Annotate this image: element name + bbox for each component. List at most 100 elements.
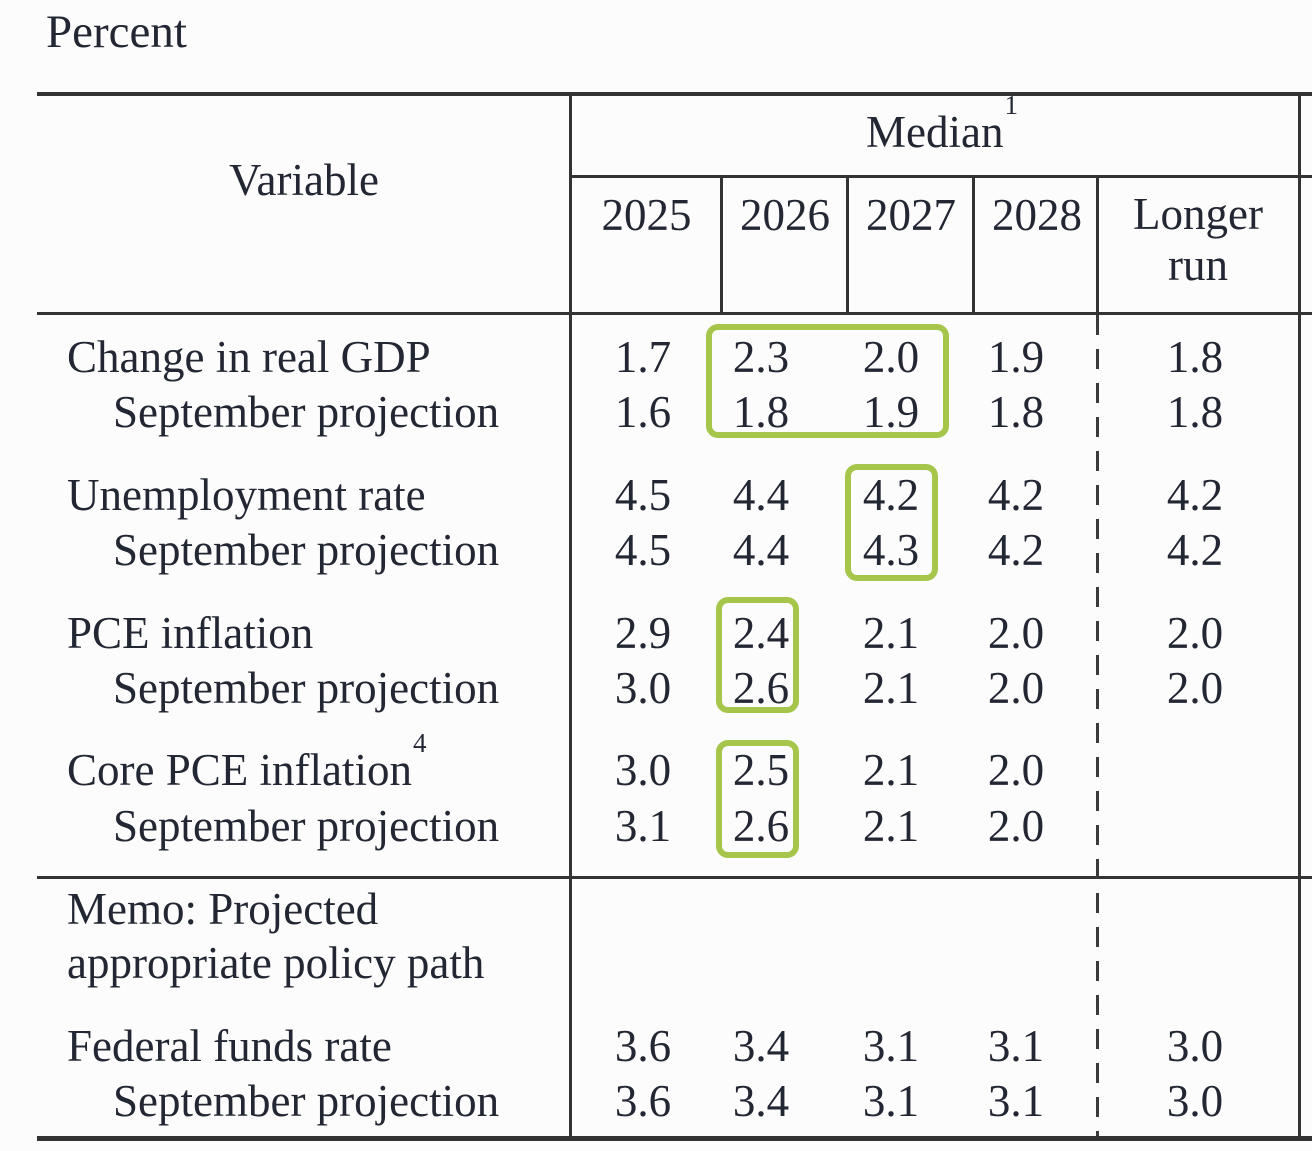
cell-value: 3.4	[732, 1076, 790, 1126]
table-right-border	[1298, 92, 1301, 1141]
cell-value: 2.1	[862, 663, 920, 713]
cell-value: 2.5	[732, 745, 790, 795]
cell-value: 4.2	[862, 470, 920, 520]
cell-value: 3.1	[862, 1076, 920, 1126]
header-bottom-rule	[37, 312, 1312, 315]
cell-value: 2.0	[1166, 663, 1224, 713]
year-header-2027: 2027	[866, 190, 956, 240]
row-label: September projection	[113, 387, 500, 437]
cell-value: 2.6	[732, 663, 790, 713]
cell-value: 2.0	[987, 801, 1045, 851]
median-header: Median1	[866, 90, 1018, 158]
cell-value: 4.2	[1166, 470, 1224, 520]
memo-section-rule	[37, 876, 1312, 879]
table-row-gdp-september: September projection 1.6 1.8 1.9 1.8 1.8	[37, 384, 1312, 440]
cell-value: 1.9	[862, 387, 920, 437]
cell-value: 3.0	[614, 745, 672, 795]
highlight-box-core-pce-2026	[716, 740, 799, 858]
table-row-pce-september: September projection 3.0 2.6 2.1 2.0 2.0	[37, 660, 1312, 716]
cell-value: 4.4	[732, 470, 790, 520]
median-underline-rule	[571, 175, 1312, 178]
table-row-gdp: Change in real GDP 1.7 2.3 2.0 1.9 1.8	[37, 329, 1312, 385]
cell-value: 4.5	[614, 470, 672, 520]
cell-value: 4.5	[614, 525, 672, 575]
cell-value: 1.6	[614, 387, 672, 437]
cell-value: 3.0	[614, 663, 672, 713]
longer-run-dashed-divider	[1096, 315, 1099, 1136]
table-row-federal-funds-rate-september: September projection 3.6 3.4 3.1 3.1 3.0	[37, 1073, 1312, 1129]
highlight-box-pce-2026	[716, 597, 799, 713]
cell-value: 3.1	[987, 1076, 1045, 1126]
units-label: Percent	[46, 6, 187, 58]
row-label: Unemployment rate	[67, 470, 426, 520]
cell-value: 1.9	[987, 332, 1045, 382]
variable-column-divider	[569, 92, 572, 1141]
median-footnote-marker: 1	[1004, 90, 1018, 120]
table-row-pce: PCE inflation 2.9 2.4 2.1 2.0 2.0	[37, 605, 1312, 661]
cell-value: 3.6	[614, 1076, 672, 1126]
cell-value: 4.2	[987, 470, 1045, 520]
row-label: September projection	[113, 1076, 500, 1126]
year-header-2025: 2025	[601, 190, 692, 240]
cell-value: 3.1	[862, 1021, 920, 1071]
cell-value: 2.4	[732, 608, 790, 658]
row-label: September projection	[113, 801, 500, 851]
year-divider-2025-2026	[720, 175, 723, 315]
cell-value: 2.0	[862, 332, 920, 382]
cell-value: 1.8	[1166, 387, 1224, 437]
cell-value: 3.0	[1166, 1076, 1224, 1126]
cell-value: 2.1	[862, 608, 920, 658]
table-row-core-pce-september: September projection 3.1 2.6 2.1 2.0	[37, 798, 1312, 854]
table-row-unemployment-september: September projection 4.5 4.4 4.3 4.2 4.2	[37, 522, 1312, 578]
memo-label: appropriate policy path	[67, 938, 485, 988]
projections-table: Variable Median1 2025 2026 2027 2028 Lon…	[37, 92, 1312, 1141]
cell-value: 1.7	[614, 332, 672, 382]
year-divider-2027-2028	[972, 175, 975, 315]
table-row-core-pce: Core PCE inflation4 3.0 2.5 2.1 2.0	[37, 728, 1312, 798]
row-label: Change in real GDP	[67, 332, 431, 382]
table-top-rule	[37, 92, 1312, 96]
cell-value: 1.8	[987, 387, 1045, 437]
row-label: Core PCE inflation4	[67, 728, 427, 796]
cell-value: 3.4	[732, 1021, 790, 1071]
memo-row-line2: appropriate policy path	[37, 935, 1312, 991]
cell-value: 3.6	[614, 1021, 672, 1071]
highlight-box-unemployment-2027	[845, 464, 938, 581]
year-header-2028: 2028	[992, 190, 1082, 240]
highlight-box-gdp-2026-2027	[706, 324, 949, 438]
cell-value: 2.0	[987, 663, 1045, 713]
memo-label: Memo: Projected	[67, 884, 379, 934]
cell-value: 3.0	[1166, 1021, 1224, 1071]
variable-header: Variable	[229, 155, 379, 205]
year-header-longer-run: Longer run	[1133, 189, 1263, 290]
year-divider-2028-longer-run	[1096, 175, 1099, 315]
cell-value: 2.9	[614, 608, 672, 658]
cell-value: 4.2	[987, 525, 1045, 575]
footnote-marker: 4	[412, 728, 427, 758]
cell-value: 2.1	[862, 745, 920, 795]
cell-value: 1.8	[1166, 332, 1224, 382]
cell-value: 4.4	[732, 525, 790, 575]
cell-value: 2.3	[732, 332, 790, 382]
cell-value: 4.2	[1166, 525, 1224, 575]
row-label: September projection	[113, 525, 500, 575]
row-label: PCE inflation	[67, 608, 314, 658]
cell-value: 2.1	[862, 801, 920, 851]
table-row-unemployment: Unemployment rate 4.5 4.4 4.2 4.2 4.2	[37, 467, 1312, 523]
cell-value: 4.3	[862, 525, 920, 575]
cell-value: 2.0	[1166, 608, 1224, 658]
year-header-2026: 2026	[740, 190, 830, 240]
cell-value: 2.0	[987, 745, 1045, 795]
cell-value: 3.1	[614, 801, 672, 851]
row-label: September projection	[113, 663, 500, 713]
cell-value: 1.8	[732, 387, 790, 437]
table-bottom-rule	[37, 1136, 1312, 1141]
cell-value: 3.1	[987, 1021, 1045, 1071]
memo-row-line1: Memo: Projected	[37, 881, 1312, 937]
cell-value: 2.6	[732, 801, 790, 851]
row-label: Federal funds rate	[67, 1021, 392, 1071]
cell-value: 2.0	[987, 608, 1045, 658]
table-row-federal-funds-rate: Federal funds rate 3.6 3.4 3.1 3.1 3.0	[37, 1018, 1312, 1074]
year-divider-2026-2027	[846, 175, 849, 315]
